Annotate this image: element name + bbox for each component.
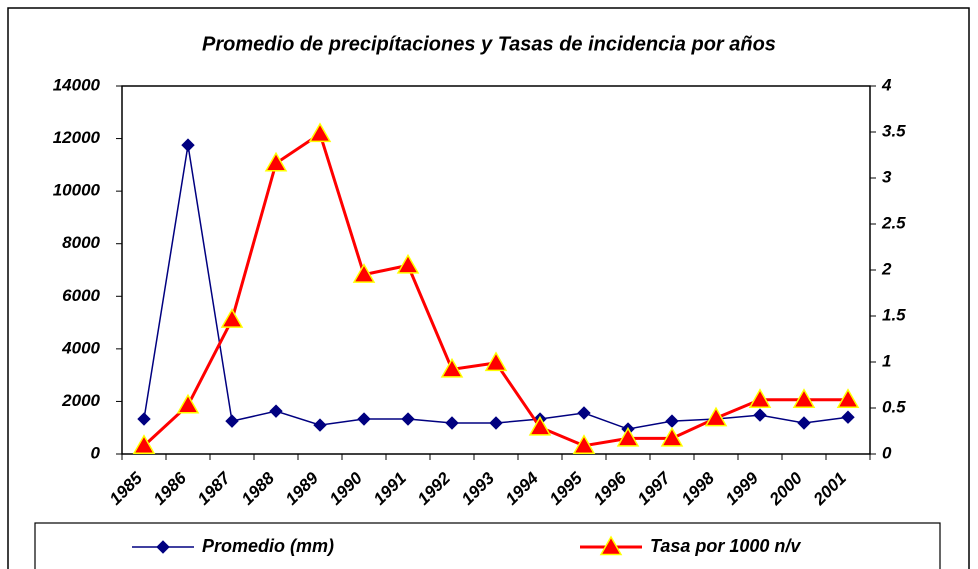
y-tick-label: 4000: [61, 338, 100, 357]
point: [528, 415, 552, 436]
point: [269, 404, 283, 418]
point: [660, 426, 684, 447]
point: [176, 393, 200, 414]
chart-title: Promedio de precipítaciones y Tasas de i…: [202, 33, 776, 55]
y-tick-label: 12000: [53, 128, 101, 147]
point: [841, 410, 855, 424]
point: [484, 351, 508, 372]
y2-tick-label: 3.5: [882, 121, 906, 140]
y2-tick-label: 1: [882, 351, 891, 370]
point: [357, 412, 371, 426]
y2-tick-label: 4: [881, 75, 892, 94]
point: [352, 263, 376, 283]
point: [577, 406, 591, 420]
y2-tick-label: 0.5: [882, 397, 906, 416]
point: [220, 308, 244, 328]
y2-tick-label: 2.5: [881, 213, 906, 232]
point: [704, 406, 728, 427]
point: [836, 388, 860, 408]
legend-label: Promedio (mm): [202, 536, 334, 556]
chart-frame: [7, 7, 970, 569]
point: [753, 408, 767, 422]
y-tick-label: 6000: [62, 286, 100, 305]
point: [748, 388, 772, 408]
y2-tick-label: 0: [882, 443, 892, 462]
point: [181, 138, 195, 152]
y2-tick-label: 1.5: [882, 305, 906, 324]
y-tick-label: 10000: [53, 181, 101, 200]
point: [440, 357, 464, 378]
point: [396, 253, 420, 274]
y-tick-label: 14000: [53, 75, 101, 94]
y2-tick-label: 2: [881, 259, 892, 278]
y-tick-label: 8000: [62, 233, 100, 252]
point: [792, 388, 816, 408]
legend-box: [34, 522, 941, 569]
point: [445, 416, 459, 430]
point: [797, 416, 811, 430]
point: [137, 412, 151, 426]
point: [156, 540, 170, 554]
point: [132, 434, 156, 454]
point: [401, 412, 415, 426]
point: [308, 122, 332, 143]
y2-tick-label: 3: [882, 167, 892, 186]
point: [572, 434, 596, 454]
point: [264, 151, 288, 172]
legend-label: Tasa por 1000 n/v: [650, 536, 801, 556]
point: [599, 535, 623, 556]
y-tick-label: 2000: [61, 391, 100, 410]
point: [313, 418, 327, 432]
y-tick-label: 0: [91, 443, 101, 462]
point: [489, 416, 503, 430]
point: [616, 426, 640, 447]
point: [225, 414, 239, 428]
